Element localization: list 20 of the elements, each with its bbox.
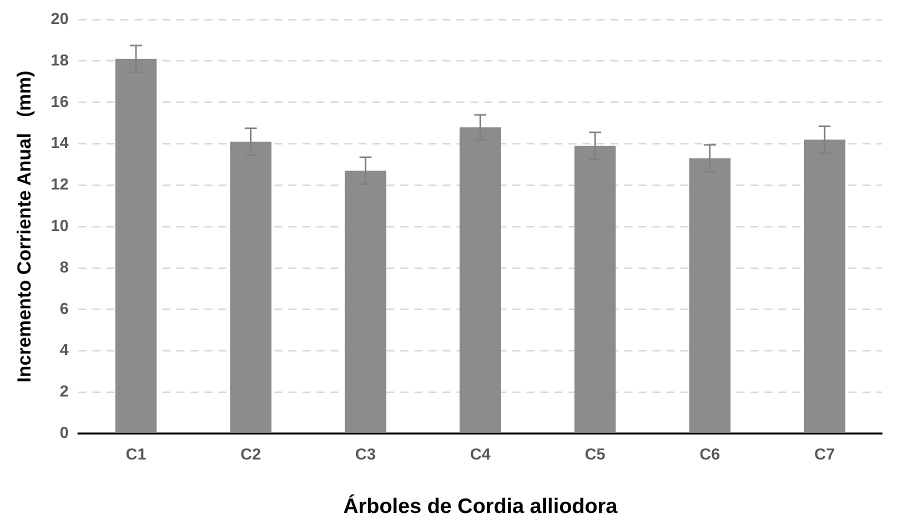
x-tick-label: C7 <box>814 446 835 464</box>
y-tick-label: 4 <box>60 342 69 360</box>
y-tick-label: 20 <box>50 11 69 28</box>
x-tick-label: C3 <box>355 446 376 464</box>
x-tick-label: C5 <box>584 446 606 464</box>
x-tick-label: C2 <box>240 446 262 464</box>
y-tick-label: 10 <box>50 218 69 236</box>
y-tick-label: 0 <box>60 425 69 442</box>
x-tick-label: C6 <box>700 446 720 464</box>
y-tick-label: 6 <box>60 300 69 318</box>
y-tick-label: 14 <box>50 135 69 152</box>
x-tick-label: C4 <box>470 446 491 464</box>
y-axis-title: Incremento Corriente Anual (mm) <box>14 70 36 382</box>
x-tick-label: C1 <box>126 446 146 464</box>
x-axis-title: Árboles de Cordia alliodora <box>343 494 618 518</box>
y-tick-label: 8 <box>60 259 69 276</box>
y-tick-label: 16 <box>50 94 69 111</box>
y-tick-label: 12 <box>50 176 69 194</box>
y-tick-label: 18 <box>50 52 69 70</box>
y-tick-label: 2 <box>60 384 69 401</box>
